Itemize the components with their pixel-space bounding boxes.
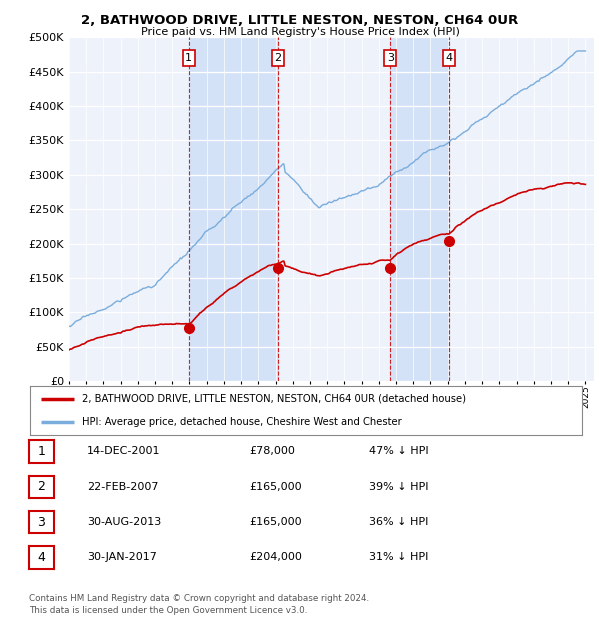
Text: 36% ↓ HPI: 36% ↓ HPI xyxy=(369,517,428,527)
Text: 30-JAN-2017: 30-JAN-2017 xyxy=(87,552,157,562)
Text: 1: 1 xyxy=(37,445,46,458)
Text: Contains HM Land Registry data © Crown copyright and database right 2024.
This d: Contains HM Land Registry data © Crown c… xyxy=(29,594,369,615)
Text: 3: 3 xyxy=(37,516,46,528)
Text: 4: 4 xyxy=(446,53,452,63)
Text: £165,000: £165,000 xyxy=(249,517,302,527)
Text: £78,000: £78,000 xyxy=(249,446,295,456)
Text: 2: 2 xyxy=(274,53,281,63)
Text: 3: 3 xyxy=(386,53,394,63)
Text: £165,000: £165,000 xyxy=(249,482,302,492)
Text: HPI: Average price, detached house, Cheshire West and Chester: HPI: Average price, detached house, Ches… xyxy=(82,417,402,427)
Text: 14-DEC-2001: 14-DEC-2001 xyxy=(87,446,161,456)
Text: 22-FEB-2007: 22-FEB-2007 xyxy=(87,482,158,492)
Text: 39% ↓ HPI: 39% ↓ HPI xyxy=(369,482,428,492)
Text: 1: 1 xyxy=(185,53,193,63)
Text: £204,000: £204,000 xyxy=(249,552,302,562)
Bar xyxy=(189,37,278,381)
Text: 30-AUG-2013: 30-AUG-2013 xyxy=(87,517,161,527)
Text: 2, BATHWOOD DRIVE, LITTLE NESTON, NESTON, CH64 0UR (detached house): 2, BATHWOOD DRIVE, LITTLE NESTON, NESTON… xyxy=(82,394,466,404)
Text: 2: 2 xyxy=(37,480,46,493)
Text: 2, BATHWOOD DRIVE, LITTLE NESTON, NESTON, CH64 0UR: 2, BATHWOOD DRIVE, LITTLE NESTON, NESTON… xyxy=(82,14,518,27)
Text: 47% ↓ HPI: 47% ↓ HPI xyxy=(369,446,428,456)
Bar xyxy=(390,37,449,381)
Text: 4: 4 xyxy=(37,551,46,564)
Text: 31% ↓ HPI: 31% ↓ HPI xyxy=(369,552,428,562)
Text: Price paid vs. HM Land Registry's House Price Index (HPI): Price paid vs. HM Land Registry's House … xyxy=(140,27,460,37)
